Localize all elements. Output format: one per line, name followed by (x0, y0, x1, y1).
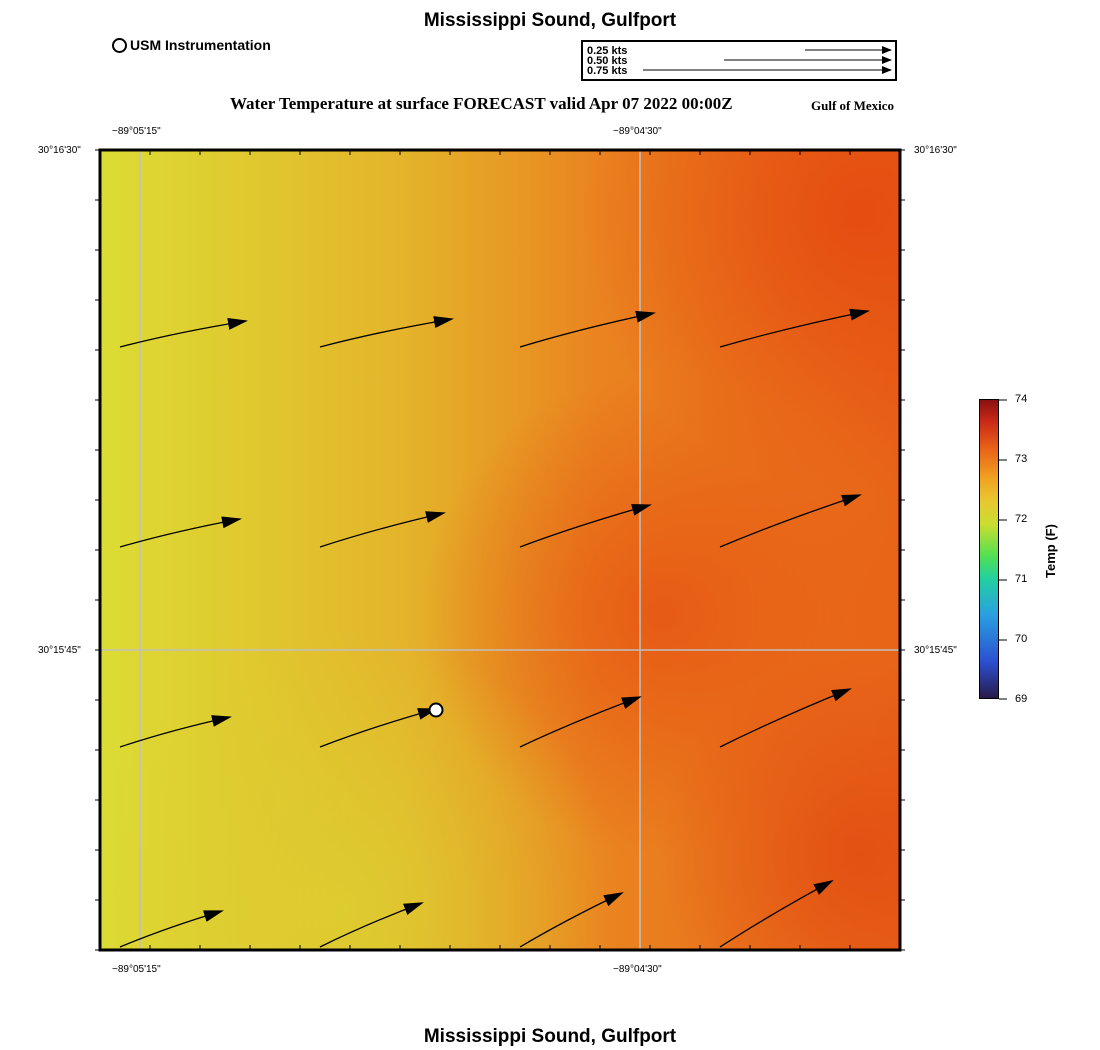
map-title: Mississippi Sound, Gulfport (423, 10, 677, 31)
colorbar-tick-71: 71 (1015, 573, 1028, 585)
cool-zone-south (100, 150, 900, 950)
scale-arrows (643, 46, 892, 74)
lat-label-right-1: 30°16'30" (914, 145, 957, 156)
current-vector-r2-c3 (519, 504, 652, 548)
current-vector-r2-c2 (319, 511, 446, 548)
colorbar-tick-72: 72 (1015, 513, 1028, 525)
station-marker (428, 702, 444, 718)
station-legend-label: USM Instrumentation (130, 37, 271, 53)
colorbar-tick-73: 73 (1015, 453, 1028, 465)
vector-scale-legend: 0.25 kts 0.50 kts 0.75 kts (581, 40, 897, 81)
current-vectors (119, 308, 870, 948)
scale-label-075: 0.75 kts (587, 65, 628, 77)
lon-label-top-1: −89°05'15" (112, 126, 161, 137)
current-vector-r2-c1 (119, 516, 242, 548)
current-vector-r4-c3 (519, 892, 624, 948)
scale-label-025: 0.25 kts (587, 45, 628, 57)
current-vector-r4-c2 (319, 902, 424, 948)
scale-label-050: 0.50 kts (587, 55, 628, 67)
current-vector-r1-c1 (119, 317, 248, 348)
current-vector-r4-c1 (119, 910, 224, 948)
temperature-map (95, 148, 905, 952)
current-vector-r1-c3 (519, 310, 656, 348)
station-legend: USM Instrumentation (112, 37, 271, 53)
lon-label-bottom-2: −89°04'30" (613, 964, 662, 975)
current-vector-r1-c4 (719, 308, 870, 348)
lat-label-right-2: 30°15'45" (914, 645, 957, 656)
current-vector-r3-c4 (719, 688, 852, 748)
lon-label-bottom-1: −89°05'15" (112, 964, 161, 975)
map-frame (98, 148, 902, 952)
current-vector-r3-c1 (119, 715, 232, 748)
colorbar-title: Temp (F) (1043, 524, 1058, 578)
colorbar-tick-69: 69 (1015, 693, 1028, 705)
current-vector-r3-c2 (319, 708, 438, 748)
current-vector-r1-c2 (319, 316, 454, 348)
colorbar-tick-74: 74 (1015, 393, 1028, 405)
temperature-colorbar (979, 399, 999, 699)
lon-label-top-2: −89°04'30" (613, 126, 662, 137)
current-vector-r3-c3 (519, 696, 642, 748)
current-vector-r4-c4 (719, 880, 834, 948)
colorbar-ticks (999, 399, 1007, 700)
map-subtitle: Water Temperature at surface FORECAST va… (230, 94, 733, 113)
station-marker-icon (112, 37, 127, 53)
lat-label-left-2: 30°15'45" (38, 645, 81, 656)
map-footer-title: Mississippi Sound, Gulfport (423, 1026, 677, 1047)
colorbar-tick-70: 70 (1015, 633, 1028, 645)
current-vector-r2-c4 (719, 494, 862, 548)
lat-label-left-1: 30°16'30" (38, 145, 81, 156)
region-label: Gulf of Mexico (811, 98, 895, 113)
